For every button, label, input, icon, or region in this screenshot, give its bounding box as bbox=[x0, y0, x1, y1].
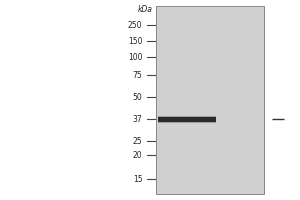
Bar bbox=[158, 116, 216, 120]
Text: 150: 150 bbox=[128, 36, 142, 46]
Text: 250: 250 bbox=[128, 21, 142, 29]
Text: 100: 100 bbox=[128, 52, 142, 62]
Text: 20: 20 bbox=[133, 150, 142, 160]
Bar bbox=[156, 6, 264, 194]
Bar bbox=[158, 116, 216, 121]
Text: 25: 25 bbox=[133, 136, 142, 146]
Text: 37: 37 bbox=[133, 114, 142, 123]
Text: 50: 50 bbox=[133, 92, 142, 102]
Bar bbox=[158, 117, 216, 122]
Text: 75: 75 bbox=[133, 71, 142, 79]
Text: 15: 15 bbox=[133, 174, 142, 184]
Text: kDa: kDa bbox=[138, 4, 153, 14]
